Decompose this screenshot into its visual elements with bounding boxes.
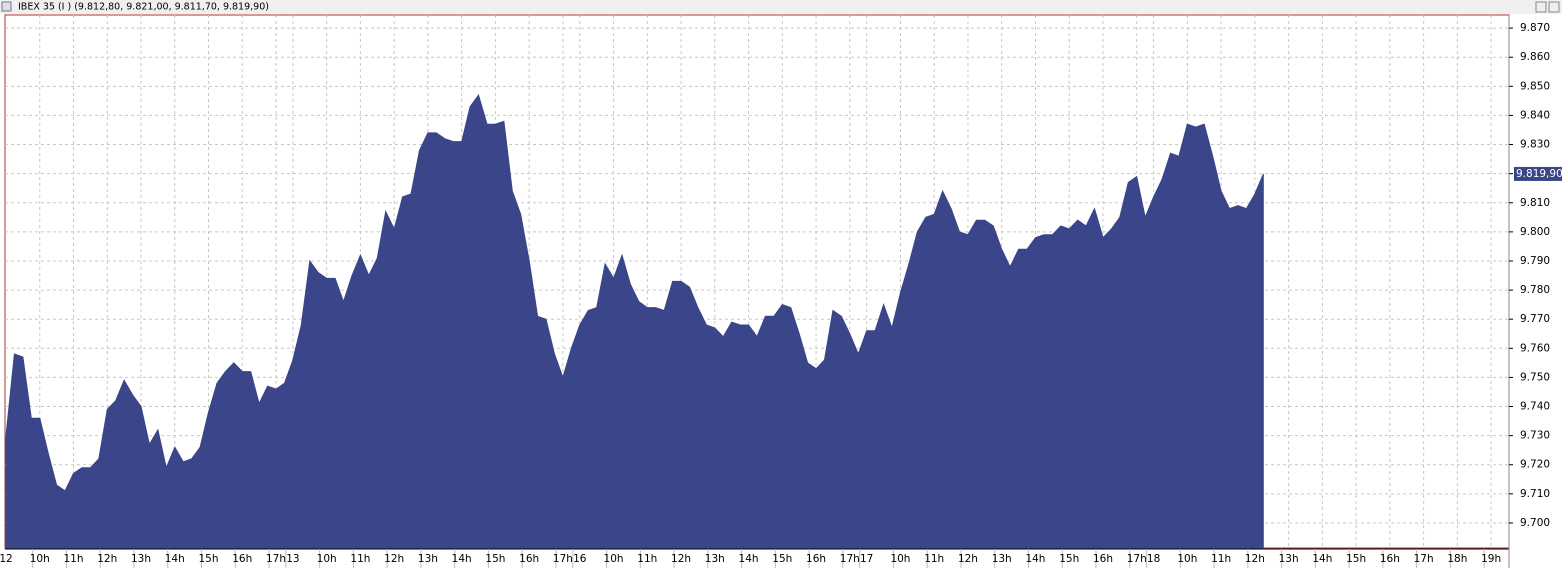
y-tick-label: 9.840 <box>1520 109 1550 121</box>
x-tick-label: 12h <box>97 553 117 565</box>
x-tick-label: 12h <box>958 553 978 565</box>
x-tick-label: 19h <box>1481 553 1501 565</box>
x-tick-label: 11h <box>63 553 83 565</box>
x-tick-label: 14h <box>1312 553 1332 565</box>
x-tick-label: 17h <box>840 553 860 565</box>
x-tick-label: 15h <box>485 553 505 565</box>
y-tick-label: 9.760 <box>1520 342 1550 354</box>
x-tick-label: 15h <box>772 553 792 565</box>
x-tick-label: 10h <box>317 553 337 565</box>
x-tick-label: 18 <box>1147 553 1160 565</box>
y-tick-label: 9.700 <box>1520 517 1550 529</box>
x-tick-label: 10h <box>30 553 50 565</box>
y-tick-label: 9.770 <box>1520 313 1550 325</box>
chart-title: IBEX 35 (I ) (9.812,80, 9.821,00, 9.811,… <box>18 2 269 13</box>
x-tick-label: 13h <box>418 553 438 565</box>
x-tick-label: 16h <box>519 553 539 565</box>
title-bar <box>0 0 1562 14</box>
y-tick-label: 9.860 <box>1520 51 1550 63</box>
x-tick-label: 11h <box>1211 553 1231 565</box>
x-tick-label: 10h <box>604 553 624 565</box>
x-tick-label: 17h <box>553 553 573 565</box>
x-tick-label: 11h <box>924 553 944 565</box>
y-tick-label: 9.750 <box>1520 371 1550 383</box>
x-tick-label: 10h <box>1177 553 1197 565</box>
x-tick-label: 14h <box>739 553 759 565</box>
y-tick-label: 9.810 <box>1520 197 1550 209</box>
x-tick-label: 14h <box>1025 553 1045 565</box>
x-tick-label: 13h <box>705 553 725 565</box>
x-tick-label: 12h <box>384 553 404 565</box>
x-tick-label: 14h <box>165 553 185 565</box>
x-tick-label: 11h <box>637 553 657 565</box>
x-tick-label: 12h <box>671 553 691 565</box>
x-tick-label: 17h <box>1414 553 1434 565</box>
x-tick-label: 16 <box>573 553 587 565</box>
y-tick-label: 9.850 <box>1520 80 1550 92</box>
y-tick-label: 9.780 <box>1520 284 1550 296</box>
x-tick-label: 16h <box>232 553 252 565</box>
x-tick-label: 13h <box>131 553 151 565</box>
price-area <box>5 93 1264 549</box>
x-tick-label: 12h <box>1245 553 1265 565</box>
x-tick-label: 14h <box>452 553 472 565</box>
x-tick-label: 16h <box>1380 553 1400 565</box>
x-tick-label: 13h <box>1279 553 1299 565</box>
x-tick-label: 11h <box>350 553 370 565</box>
last-value-box <box>1514 166 1562 181</box>
y-tick-label: 9.870 <box>1520 22 1550 34</box>
x-tick-label: 10h <box>890 553 910 565</box>
x-tick-label: 17 <box>860 553 873 565</box>
y-tick-label: 9.720 <box>1520 459 1550 471</box>
close-button[interactable] <box>1548 1 1560 13</box>
x-tick-label: 16h <box>1093 553 1113 565</box>
x-tick-label: 15h <box>199 553 219 565</box>
y-tick-label: 9.740 <box>1520 401 1550 413</box>
x-tick-label: 17h <box>266 553 286 565</box>
y-tick-label: 9.800 <box>1520 226 1550 238</box>
y-tick-label: 9.790 <box>1520 255 1550 267</box>
last-value-label: 9.819,90 <box>1516 168 1562 180</box>
y-tick-label: 9.830 <box>1520 139 1550 151</box>
x-tick-label: 17h <box>1127 553 1147 565</box>
x-tick-label: 12 <box>0 553 13 565</box>
y-tick-label: 9.710 <box>1520 488 1550 500</box>
x-tick-label: 15h <box>1059 553 1079 565</box>
x-tick-label: 13h <box>992 553 1012 565</box>
x-tick-label: 15h <box>1346 553 1366 565</box>
y-tick-label: 9.730 <box>1520 430 1550 442</box>
window-icon <box>1 1 12 12</box>
x-tick-label: 16h <box>806 553 826 565</box>
x-tick-label: 18h <box>1447 553 1467 565</box>
restore-button[interactable] <box>1535 1 1547 13</box>
x-tick-label: 13 <box>286 553 299 565</box>
